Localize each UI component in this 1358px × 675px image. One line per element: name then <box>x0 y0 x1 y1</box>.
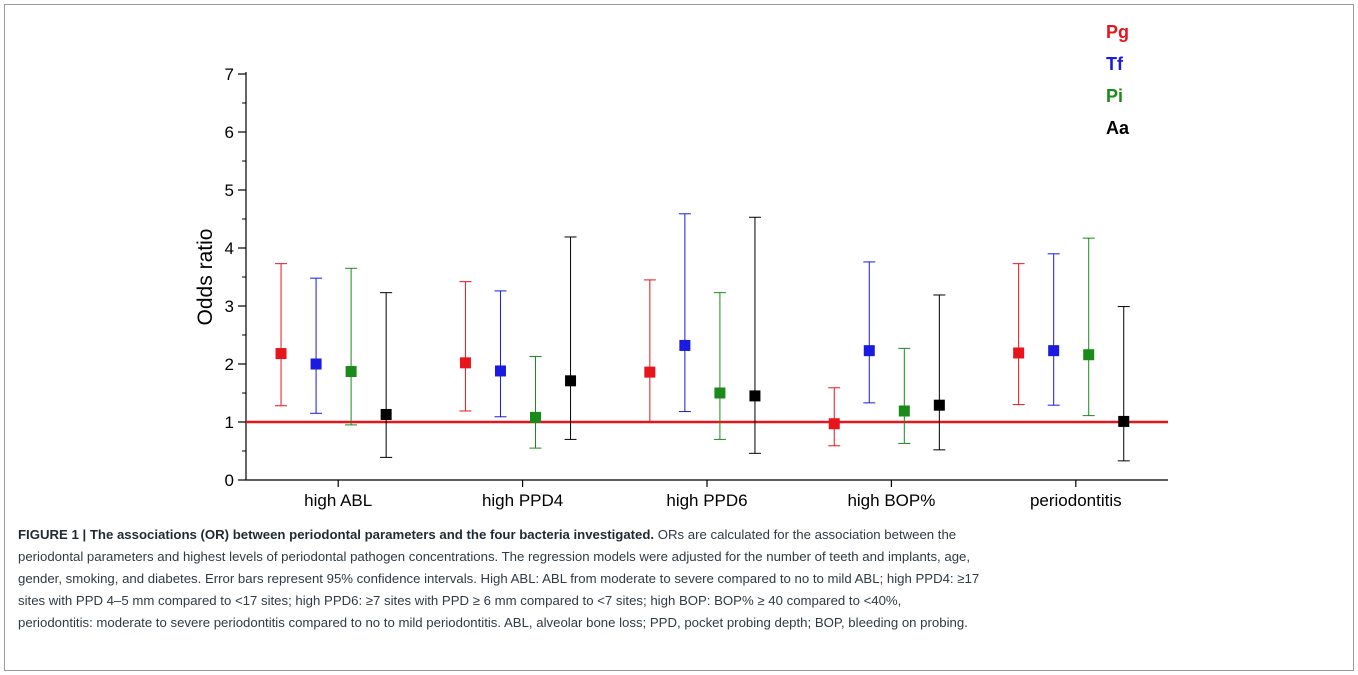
legend-entry-pi: Pi <box>1106 86 1123 106</box>
y-tick-label: 5 <box>225 181 234 200</box>
data-point <box>275 348 287 360</box>
legend-entry-pg: Pg <box>1106 22 1129 42</box>
caption-text-1: ORs are calculated for the association b… <box>654 527 957 542</box>
series-pi <box>345 237 1095 449</box>
caption-line-2: periodontal parameters and highest level… <box>18 549 971 564</box>
data-point <box>714 387 726 399</box>
y-axis-label: Odds ratio <box>194 229 217 326</box>
figure-frame <box>4 4 1354 671</box>
y-tick-label: 0 <box>225 471 234 490</box>
data-point <box>530 411 542 423</box>
y-tick-label: 1 <box>225 413 234 432</box>
data-point <box>459 357 471 369</box>
legend-entry-tf: Tf <box>1106 54 1124 74</box>
caption-title: FIGURE 1 | The associations (OR) between… <box>18 527 655 542</box>
chart-legend: Pg Tf Pi Aa <box>1106 22 1130 138</box>
data-point <box>828 418 840 430</box>
data-point <box>1118 415 1130 427</box>
figure-caption: FIGURE 1 | The associations (OR) between… <box>18 524 1344 634</box>
data-point <box>898 405 910 417</box>
data-point <box>679 339 691 351</box>
series-pg <box>275 263 1025 447</box>
x-tick-label: high PPD6 <box>666 491 747 510</box>
data-point <box>345 366 357 378</box>
x-tick-label: high ABL <box>304 491 372 510</box>
caption-line-3: gender, smoking, and diabetes. Error bar… <box>18 571 980 586</box>
data-point <box>380 408 392 420</box>
data-point <box>749 390 761 402</box>
y-tick-label: 3 <box>225 297 234 316</box>
x-tick-label: high PPD4 <box>482 491 563 510</box>
series-tf <box>310 213 1060 418</box>
data-point <box>863 345 875 357</box>
series-aa <box>380 216 1130 462</box>
x-tick-label: periodontitis <box>1030 491 1122 510</box>
data-point <box>1083 349 1095 361</box>
caption-line-5: periodontitis: moderate to severe period… <box>18 615 968 630</box>
chart-axes: 0 1 2 3 4 5 6 7 Odds ratio high ABL high PPD4 high … <box>194 65 1168 510</box>
legend-entry-aa: Aa <box>1106 118 1130 138</box>
data-point <box>933 399 945 411</box>
data-point <box>1013 347 1025 359</box>
data-point <box>310 358 322 370</box>
x-tick-label: high BOP% <box>847 491 935 510</box>
data-point <box>494 365 506 377</box>
caption-line-4: sites with PPD 4–5 mm compared to <17 si… <box>18 593 902 608</box>
y-tick-label: 7 <box>225 65 234 84</box>
y-tick-label: 4 <box>225 239 234 258</box>
odds-ratio-chart: 0 1 2 3 4 5 6 7 Odds ratio high ABL high PPD4 high … <box>194 22 1168 510</box>
data-point <box>565 375 577 387</box>
caption-line-1: FIGURE 1 | The associations (OR) between… <box>18 524 1344 546</box>
chart-marks <box>275 213 1130 462</box>
data-point <box>1048 345 1060 357</box>
y-tick-label: 2 <box>225 355 234 374</box>
data-point <box>644 366 656 378</box>
y-tick-label: 6 <box>225 123 234 142</box>
